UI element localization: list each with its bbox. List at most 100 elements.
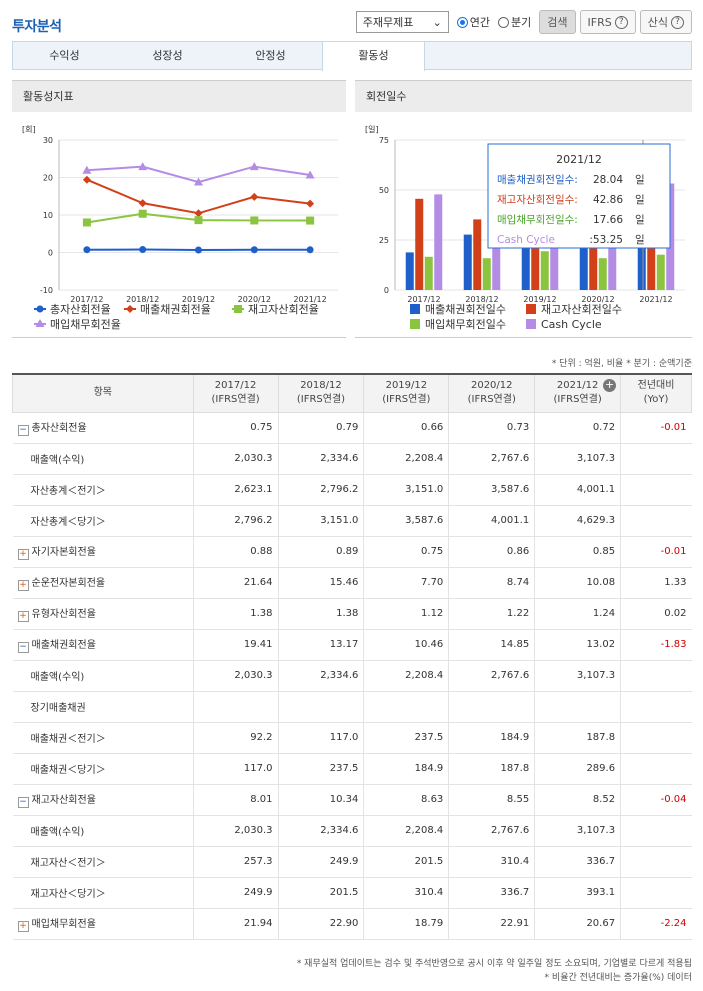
value-cell: 2,334.6 [277,660,364,692]
ifrs-help-button[interactable]: IFRS ? [579,10,636,34]
data-point [306,199,315,208]
bar [598,258,607,290]
row-label-cell: + 매입채무회전율 [12,908,194,940]
value-cell: 4,001.1 [534,474,621,506]
tab-profitability[interactable]: 수익성 [49,49,80,62]
radio-annual-label: 연간 [469,16,491,29]
statement-select-value: 주재무제표 [362,16,414,29]
value-cell: 0.66 [363,412,449,444]
header-text: (IFRS연결) [467,394,516,406]
tab-activity[interactable]: 활동성 [322,42,425,71]
value-cell: 237.5 [277,753,364,785]
table-row: 매출채권＜당기＞ 117.0 237.5 184.9 187.8 289.6 [12,753,692,785]
collapse-icon[interactable]: − [17,425,29,436]
value-cell: 0.75 [363,536,449,568]
data-point [138,199,147,208]
footnote-2: * 비율간 전년대비는 증가율(%) 데이터 [544,973,692,983]
value-cell: 3,151.0 [277,505,364,537]
value-cell: 8.55 [448,784,535,816]
value-cell: 184.9 [448,722,535,754]
add-column-icon[interactable]: + [603,378,617,392]
bar [482,258,491,290]
legend-label: 매입채무회전율 [50,318,121,331]
header-text: 2018/12 [300,380,342,392]
legend-label: 매입채무회전일수 [425,317,506,331]
value-cell: 2,208.4 [363,660,449,692]
value-cell: 15.46 [277,567,364,599]
expand-icon[interactable]: + [17,549,29,560]
legend-marker [35,319,45,327]
value-cell: 237.5 [363,722,449,754]
legend-marker [526,319,536,329]
expand-icon[interactable]: + [17,580,29,591]
table-row: − 재고자산회전율 8.01 10.34 8.63 8.55 8.52 -0.04 [12,784,692,816]
yoy-cell [620,753,692,785]
header-item: 항목 [12,373,194,413]
value-cell [277,691,364,723]
value-cell: 1.12 [363,598,449,630]
table-row: 장기매출채권 [12,691,692,723]
row-label-cell: − 매출채권회전율 [12,629,194,661]
value-cell: 1.38 [192,598,279,630]
expand-icon[interactable]: + [17,611,29,622]
y-tick-label: -10 [40,286,53,295]
radio-annual[interactable]: 연간 [456,14,491,30]
row-label-cell: 매출액(수익) [12,443,194,475]
collapse-icon[interactable]: − [17,797,29,808]
row-label-cell: 매출채권＜당기＞ [12,753,194,785]
tab-growth[interactable]: 성장성 [152,49,183,62]
value-cell: 117.0 [277,722,364,754]
yoy-cell [620,443,692,475]
tooltip-label: 매출채권회전일수: [497,173,578,186]
bar [424,256,433,290]
legend-label: 총자산회전율 [50,303,111,316]
tooltip-value: 42.86 [593,194,623,206]
row-label-cell: 자산총계＜당기＞ [12,505,194,537]
search-button[interactable]: 검색 [539,10,576,34]
value-cell: 1.38 [277,598,364,630]
legend-marker [36,305,44,313]
radio-quarter[interactable]: 분기 [498,14,531,30]
formula-help-button[interactable]: 산식 ? [639,10,692,34]
value-cell [363,691,449,723]
expand-icon[interactable]: + [17,921,29,932]
yoy-cell [620,722,692,754]
row-label: 매출액(수익) [30,827,85,838]
row-label-cell: 재고자산＜당기＞ [12,877,194,909]
value-cell: 2,334.6 [277,443,364,475]
legend-marker [526,304,536,314]
value-cell: 249.9 [192,877,279,909]
value-cell: 10.34 [277,784,364,816]
value-cell: 13.02 [534,629,621,661]
value-cell: 0.75 [192,412,279,444]
table-row: + 매입채무회전율 21.94 22.90 18.79 22.91 20.67 -2.24 [12,908,692,940]
value-cell: 2,030.3 [192,443,279,475]
value-cell: 3,587.6 [363,505,449,537]
statement-select[interactable]: 주재무제표 ⌄ [355,11,449,33]
header-2020: 2020/12 (IFRS연결) [448,373,536,413]
value-cell: 10.08 [534,567,621,599]
value-cell: 0.73 [448,412,535,444]
value-cell: 3,151.0 [363,474,449,506]
value-cell: 8.01 [192,784,279,816]
data-point [138,209,147,218]
tooltip-unit: 일 [635,193,645,206]
chevron-down-icon: ⌄ [432,15,442,29]
collapse-icon[interactable]: − [17,642,29,653]
value-cell: 2,030.3 [192,660,279,692]
row-label: 매출채권＜전기＞ [30,734,106,745]
tab-stability[interactable]: 안정성 [255,49,286,62]
top-bar: 투자분석 주재무제표 ⌄ 연간 분기 검색 IFRS ? 산식 ? [12,10,692,38]
value-cell: 8.63 [363,784,449,816]
value-cell: 184.9 [363,753,449,785]
value-cell: 4,001.1 [448,505,535,537]
table-row: 매출액(수익) 2,030.3 2,334.6 2,208.4 2,767.6 3,107… [12,815,692,847]
value-cell: 117.0 [192,753,279,785]
table-row: + 유형자산회전율 1.38 1.38 1.12 1.22 1.24 0.02 [12,598,692,630]
value-cell: 257.3 [192,846,279,878]
x-tick-label: 2017/12 [70,295,103,304]
value-cell: 187.8 [448,753,535,785]
yoy-cell: 0.02 [620,598,692,630]
row-label-cell: + 유형자산회전율 [12,598,194,630]
x-tick-label: 2020/12 [581,295,614,304]
